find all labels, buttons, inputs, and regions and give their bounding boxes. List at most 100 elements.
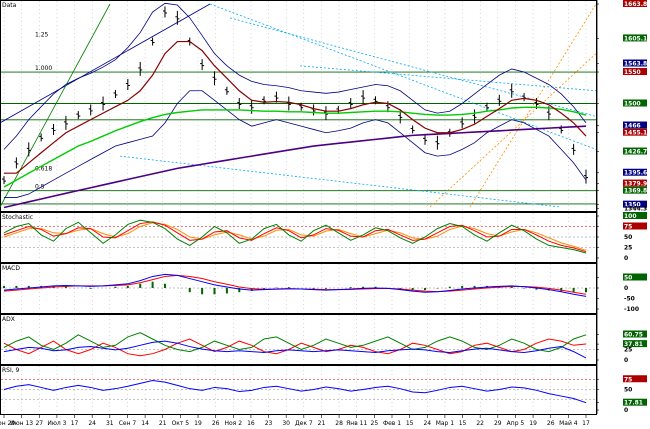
y-tick-badge — [623, 186, 647, 194]
panel-frame — [0, 212, 597, 263]
x-tick-label: 15 — [406, 420, 414, 427]
y-tick-badge — [623, 398, 647, 406]
y-tick-badge — [623, 121, 647, 129]
x-tick-label: 14 — [141, 420, 149, 427]
fib-label: 0.5 — [35, 184, 45, 191]
y-tick-label: 75 — [624, 376, 632, 383]
y-tick-label: 1344.3 — [624, 206, 647, 213]
series-adx — [3, 340, 587, 359]
trend-line — [0, 3, 211, 124]
y-tick-label: 0 — [624, 255, 628, 262]
y-tick-label: 1663.8 — [624, 1, 647, 8]
y-tick-badge — [623, 273, 647, 281]
x-tick-label: 25 — [371, 420, 379, 427]
x-tick-label: 31 — [106, 420, 114, 427]
y-tick-label: 60.75 — [624, 331, 643, 338]
series--slow — [3, 222, 587, 251]
y-tick-label: 1563.8 — [624, 61, 647, 68]
panel-title: Data — [2, 2, 17, 9]
x-tick-label: Сен 7 — [119, 420, 137, 427]
y-tick-label: 1455.11 — [624, 130, 650, 137]
y-tick-label: 17.81 — [624, 400, 643, 407]
x-tick-label: 23 — [265, 420, 273, 427]
fib-label: 1.000 — [35, 65, 52, 72]
y-tick-label: 1395.63 — [624, 170, 650, 177]
x-tick-label: 17 — [582, 420, 590, 427]
y-tick-badge — [623, 200, 647, 208]
panel-frame — [0, 0, 597, 212]
panel-stochastic: Stochastic 100 75 50 25 0 — [0, 212, 647, 263]
panel-macd: MACD 50 0 -50 -100 — [0, 263, 647, 314]
x-tick-label: Янв 11 — [346, 420, 367, 427]
x-tick-label: 22 — [476, 420, 484, 427]
y-tick-label: 37.81 — [624, 341, 643, 348]
panel-title: Stochastic — [2, 214, 33, 221]
x-tick-label: 26 — [547, 420, 555, 427]
trend-line — [209, 3, 597, 150]
x-tick-label: 29 — [494, 420, 502, 427]
panel-title: RSI, 9 — [2, 367, 20, 374]
y-tick-label: 50 — [624, 387, 632, 394]
y-tick-badge — [623, 330, 647, 338]
x-tick-label: Окт 5 — [172, 420, 190, 427]
panel-title: ADX — [2, 316, 15, 323]
series-ma-short — [4, 40, 587, 174]
x-tick-label: Июл 3 — [47, 420, 66, 427]
panel-title: MACD — [2, 265, 20, 272]
x-tick-label: Апр 5 — [507, 420, 525, 427]
y-tick-label: 25 — [624, 245, 632, 252]
x-tick-label: 27 — [35, 420, 43, 427]
x-tick-label: 15 — [459, 420, 467, 427]
fib-label: 0.618 — [35, 166, 52, 173]
y-tick-badge — [623, 0, 647, 7]
y-tick-badge — [623, 375, 647, 383]
y-tick-label: 75 — [624, 224, 632, 231]
trend-line — [299, 65, 597, 92]
y-tick-label: 1369.82 — [624, 188, 650, 195]
y-tick-label: 1350 — [624, 202, 641, 209]
y-tick-label: 0 — [624, 357, 628, 364]
y-tick-badge — [623, 99, 647, 107]
x-tick-label: Июн 13 — [10, 420, 33, 427]
x-tick-label: Май 4 — [559, 420, 578, 427]
trend-line — [229, 17, 597, 117]
x-tick-label: 21 — [159, 420, 167, 427]
trend-line — [119, 155, 561, 208]
y-tick-badge — [623, 59, 647, 67]
x-tick-label: 19 — [194, 420, 202, 427]
y-tick-label: -50 — [624, 296, 635, 303]
y-tick-label: 0 — [624, 285, 628, 292]
y-tick-badge — [623, 34, 647, 42]
y-tick-badge — [623, 222, 647, 230]
panel-frame — [0, 314, 597, 365]
y-tick-label: 50 — [624, 234, 632, 241]
x-tick-label: Фев 1 — [383, 420, 401, 427]
series-band-upper — [3, 2, 587, 150]
x-tick-label: 19 — [529, 420, 537, 427]
y-tick-badge — [623, 128, 647, 136]
y-tick-label: 0 — [624, 407, 628, 414]
y-tick-label: 1605.18 — [624, 35, 650, 42]
x-tick-label: 30 — [282, 420, 290, 427]
y-tick-label: 100 — [624, 213, 637, 220]
y-tick-label: 1379.98 — [624, 181, 650, 188]
y-tick-badge — [623, 147, 647, 155]
y-tick-label: 1426.77 — [624, 149, 650, 156]
y-tick-badge — [623, 168, 647, 176]
x-tick-label: 21 — [318, 420, 326, 427]
panel-frame — [0, 365, 597, 415]
series-macd — [3, 273, 587, 297]
trend-line — [0, 3, 111, 208]
y-tick-label: 1500 — [624, 100, 641, 107]
series-ma-mid — [3, 106, 587, 188]
y-tick-label: 1466 — [624, 123, 641, 130]
y-tick-badge — [623, 212, 647, 219]
x-tick-label: Мон 29 — [0, 420, 15, 427]
series-rsi — [3, 379, 587, 404]
x-tick-label: 24 — [88, 420, 96, 427]
y-tick-label: 25 — [624, 347, 632, 354]
series--d — [3, 221, 587, 253]
x-tick-label: 24 — [423, 420, 431, 427]
